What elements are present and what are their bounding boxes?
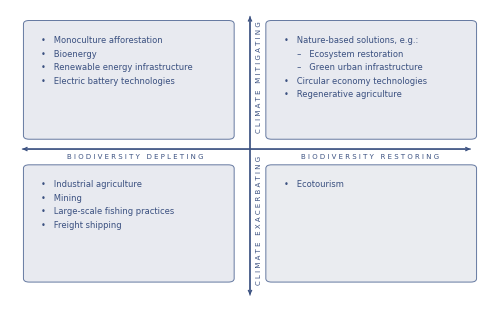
FancyBboxPatch shape (266, 165, 476, 282)
Text: •   Industrial agriculture
•   Mining
•   Large-scale fishing practices
•   Frei: • Industrial agriculture • Mining • Larg… (41, 180, 174, 230)
FancyBboxPatch shape (24, 20, 234, 139)
FancyBboxPatch shape (266, 20, 476, 139)
Text: •   Ecotourism: • Ecotourism (284, 180, 344, 189)
Text: C L I M A T E   E X A C E R B A T I N G: C L I M A T E E X A C E R B A T I N G (256, 156, 262, 285)
Text: •   Monoculture afforestation
•   Bioenergy
•   Renewable energy infrastructure
: • Monoculture afforestation • Bioenergy … (41, 36, 193, 86)
FancyBboxPatch shape (24, 165, 234, 282)
Text: C L I M A T E   M I T I G A T I N G: C L I M A T E M I T I G A T I N G (256, 22, 262, 134)
Text: B I O D I V E R S I T Y   D E P L E T I N G: B I O D I V E R S I T Y D E P L E T I N … (66, 154, 203, 160)
Text: B I O D I V E R S I T Y   R E S T O R I N G: B I O D I V E R S I T Y R E S T O R I N … (301, 154, 439, 160)
Text: •   Nature-based solutions, e.g.:
     –   Ecosystem restoration
     –   Green : • Nature-based solutions, e.g.: – Ecosys… (284, 36, 426, 99)
